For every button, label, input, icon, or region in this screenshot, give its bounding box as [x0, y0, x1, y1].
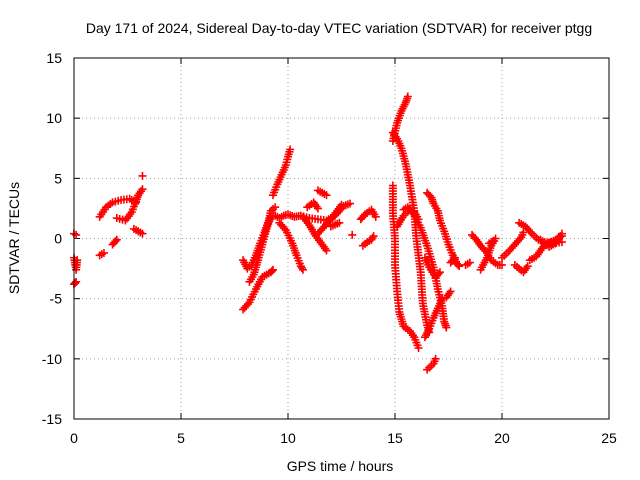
data-point-marker: [438, 294, 447, 303]
x-tick-label: 5: [177, 430, 185, 446]
data-point-marker: [526, 227, 535, 236]
data-point-marker: [403, 92, 412, 101]
y-axis-label: SDTVAR / TECUs: [6, 182, 22, 294]
x-tick-label: 10: [280, 430, 296, 446]
data-point-marker: [446, 287, 455, 296]
data-point-marker: [557, 229, 566, 238]
x-axis-label: GPS time / hours: [287, 458, 394, 474]
data-point-marker: [269, 265, 278, 274]
data-point-marker: [267, 266, 276, 275]
data-point-marker: [371, 212, 380, 221]
y-tick-label: 0: [54, 231, 62, 247]
data-point-marker: [138, 185, 147, 194]
data-point-marker: [138, 229, 147, 238]
data-point-marker: [348, 230, 357, 239]
data-point-marker: [313, 204, 322, 213]
data-point-marker: [322, 191, 331, 200]
x-tick-label: 25: [601, 430, 617, 446]
y-tick-label: 5: [54, 170, 62, 186]
data-point-marker: [335, 218, 344, 227]
data-point-marker: [280, 224, 289, 233]
y-tick-label: -15: [42, 411, 62, 427]
data-point-marker: [337, 200, 346, 209]
y-tick-label: -10: [42, 351, 62, 367]
y-tick-label: 15: [46, 50, 62, 66]
data-point-marker: [414, 344, 423, 353]
data-point-marker: [450, 253, 459, 262]
data-point-marker: [442, 323, 451, 332]
data-point-marker: [297, 263, 306, 272]
data-point-marker: [434, 269, 443, 278]
data-point-marker: [286, 145, 295, 154]
data-point-marker: [346, 199, 355, 208]
grid-lines: [74, 58, 609, 419]
data-point-marker: [72, 277, 81, 286]
data-point-marker: [112, 235, 121, 244]
y-tick-label: -5: [50, 291, 63, 307]
axis-ticks: 0 5 10 15 20 25 -15 -10 -5 0 5 10 15: [42, 50, 617, 446]
data-point-marker: [449, 255, 458, 264]
data-points: [70, 92, 566, 374]
data-point-marker: [72, 230, 81, 239]
data-point-marker: [431, 354, 440, 363]
x-tick-label: 0: [70, 430, 78, 446]
data-point-marker: [454, 260, 463, 269]
data-point-marker: [71, 279, 80, 288]
data-point-marker: [408, 208, 417, 217]
data-point-marker: [99, 248, 108, 257]
data-point-marker: [368, 233, 377, 242]
chart-title: Day 171 of 2024, Sidereal Day-to-day VTE…: [86, 20, 592, 36]
data-point-marker: [243, 300, 252, 309]
data-point-marker: [298, 265, 307, 274]
data-point-marker: [73, 256, 82, 265]
x-tick-label: 15: [387, 430, 403, 446]
data-point-marker: [519, 228, 528, 237]
y-tick-label: 10: [46, 110, 62, 126]
data-point-marker: [455, 262, 464, 271]
data-point-marker: [271, 203, 280, 212]
plot-frame: [73, 57, 610, 420]
data-point-marker: [322, 246, 331, 255]
data-point-marker: [369, 232, 378, 241]
data-point-marker: [111, 237, 120, 246]
data-point-marker: [489, 236, 498, 245]
data-point-marker: [498, 260, 506, 269]
data-point-marker: [138, 171, 147, 180]
data-point-marker: [515, 235, 524, 244]
x-tick-label: 20: [494, 430, 510, 446]
data-point-marker: [465, 258, 474, 267]
data-point-marker: [435, 268, 444, 277]
data-point-marker: [523, 262, 532, 271]
